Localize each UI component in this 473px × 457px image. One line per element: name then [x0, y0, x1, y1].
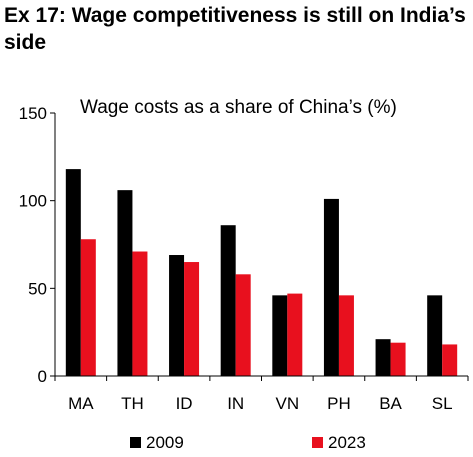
- x-category-label-vn: VN: [276, 394, 300, 413]
- x-axis: MA TH ID IN VN PH BA SL: [54, 375, 469, 413]
- x-category-label-ma: MA: [68, 394, 94, 413]
- x-category-label-sl: SL: [432, 394, 453, 413]
- legend-swatch-2023: [312, 437, 323, 448]
- y-tick-label-150: 150: [19, 104, 47, 123]
- bar-2023-in: [235, 274, 251, 376]
- y-tick-label-100: 100: [19, 192, 47, 211]
- x-category-label-id: ID: [176, 394, 193, 413]
- bar-2009-in: [220, 225, 236, 376]
- y-tick-label-0: 0: [38, 367, 47, 386]
- bar-2023-ph: [338, 295, 354, 376]
- bar-2009-ba: [375, 339, 391, 376]
- bar-2009-sl: [427, 295, 443, 376]
- bar-2009-id: [169, 255, 185, 376]
- bar-2023-sl: [442, 344, 458, 376]
- y-axis: 0 50 100 150: [19, 104, 56, 386]
- legend-label-2009: 2009: [146, 433, 184, 452]
- exhibit-title: Ex 17: Wage competitiveness is still on …: [4, 4, 466, 54]
- legend: 2009 2023: [130, 433, 366, 452]
- bar-2023-ba: [390, 342, 406, 376]
- bar-2009-th: [117, 190, 133, 376]
- legend-label-2023: 2023: [328, 433, 366, 452]
- legend-swatch-2009: [130, 437, 141, 448]
- x-category-label-ba: BA: [379, 394, 402, 413]
- chart-title: Wage costs as a share of China’s (%): [80, 97, 397, 118]
- bar-2023-th: [132, 251, 148, 376]
- bar-2009-vn: [272, 295, 288, 376]
- bar-2009-ma: [65, 169, 81, 376]
- bar-2023-id: [184, 262, 200, 376]
- x-category-label-ph: PH: [327, 394, 351, 413]
- bar-2023-vn: [287, 293, 303, 376]
- y-tick-label-50: 50: [28, 279, 47, 298]
- x-category-label-in: IN: [227, 394, 244, 413]
- x-category-label-th: TH: [121, 394, 144, 413]
- bar-2023-ma: [80, 239, 96, 376]
- bars-group: [65, 169, 458, 376]
- bar-2009-ph: [323, 198, 339, 376]
